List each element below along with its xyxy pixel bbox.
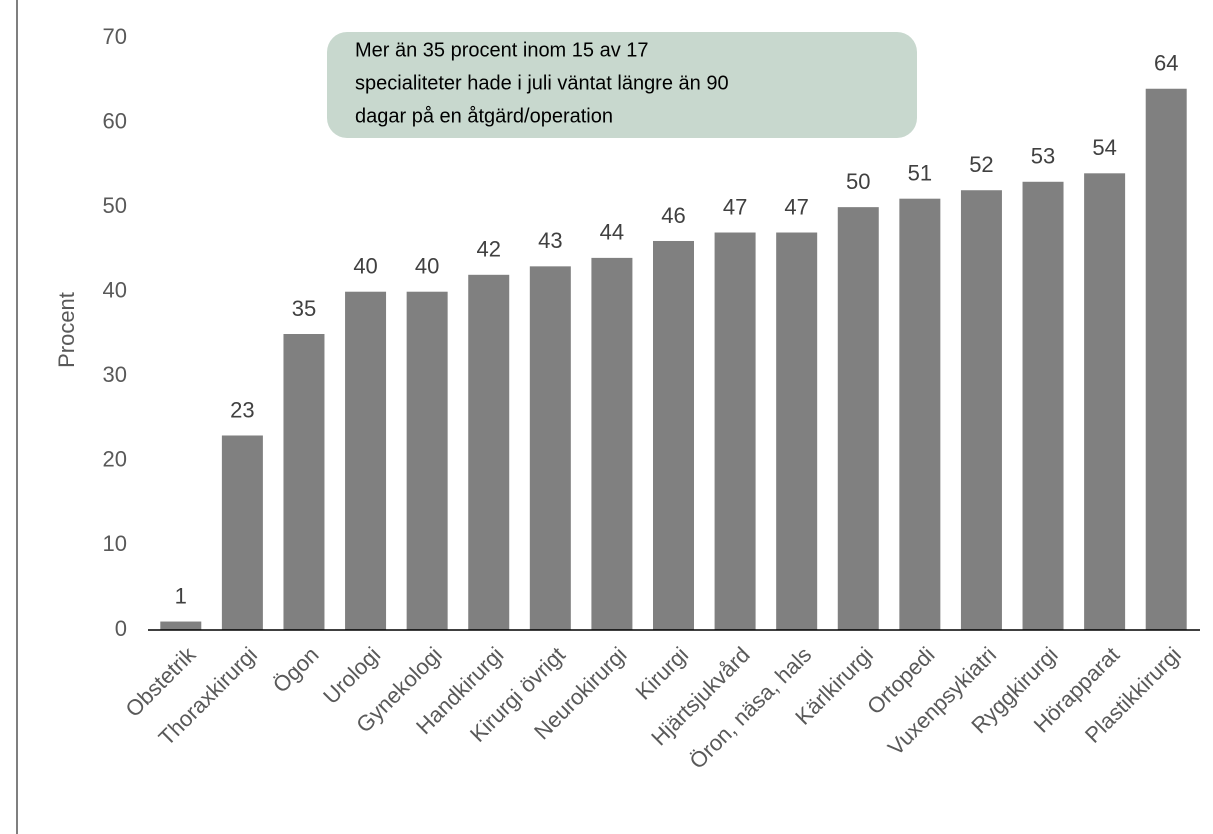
bar xyxy=(345,291,387,630)
bar xyxy=(899,198,941,630)
y-tick-label: 10 xyxy=(103,531,127,556)
bar xyxy=(714,232,756,630)
y-tick-label: 20 xyxy=(103,447,127,472)
data-label: 23 xyxy=(230,397,254,422)
data-label: 42 xyxy=(476,237,500,262)
data-label: 46 xyxy=(661,203,685,228)
y-tick-label: 40 xyxy=(103,278,127,303)
bar xyxy=(283,334,325,630)
annotation-text: specialiteter hade i juli väntat längre … xyxy=(355,72,729,94)
y-tick-label: 0 xyxy=(115,616,127,641)
bar xyxy=(160,621,202,630)
bar xyxy=(1145,88,1187,630)
data-label: 64 xyxy=(1154,51,1178,76)
bar xyxy=(406,291,448,630)
bar xyxy=(776,232,818,630)
data-label: 1 xyxy=(175,583,187,608)
data-label: 47 xyxy=(784,194,808,219)
data-label: 52 xyxy=(969,152,993,177)
data-label: 40 xyxy=(353,254,377,279)
bar xyxy=(1022,181,1064,630)
bar xyxy=(221,435,263,630)
y-tick-label: 60 xyxy=(103,108,127,133)
annotation-text: Mer än 35 procent inom 15 av 17 xyxy=(355,39,649,61)
data-label: 43 xyxy=(538,228,562,253)
annotation-box xyxy=(327,32,917,138)
y-tick-label: 70 xyxy=(103,24,127,49)
bar xyxy=(1084,173,1126,631)
bar xyxy=(960,190,1002,630)
bar xyxy=(653,240,694,630)
y-tick-label: 50 xyxy=(103,193,127,218)
annotation-text: dagar på en åtgärd/operation xyxy=(355,105,613,127)
data-label: 54 xyxy=(1092,135,1116,160)
data-label: 51 xyxy=(908,160,932,185)
data-label: 53 xyxy=(1031,144,1055,169)
data-label: 35 xyxy=(292,296,316,321)
bar xyxy=(591,257,633,630)
data-label: 47 xyxy=(723,194,747,219)
data-label: 50 xyxy=(846,169,870,194)
bar xyxy=(468,274,510,630)
bar xyxy=(529,266,571,630)
y-axis-label: Procent xyxy=(54,292,79,368)
y-tick-label: 30 xyxy=(103,362,127,387)
data-label: 44 xyxy=(600,220,624,245)
data-label: 40 xyxy=(415,254,439,279)
bar xyxy=(837,207,879,630)
